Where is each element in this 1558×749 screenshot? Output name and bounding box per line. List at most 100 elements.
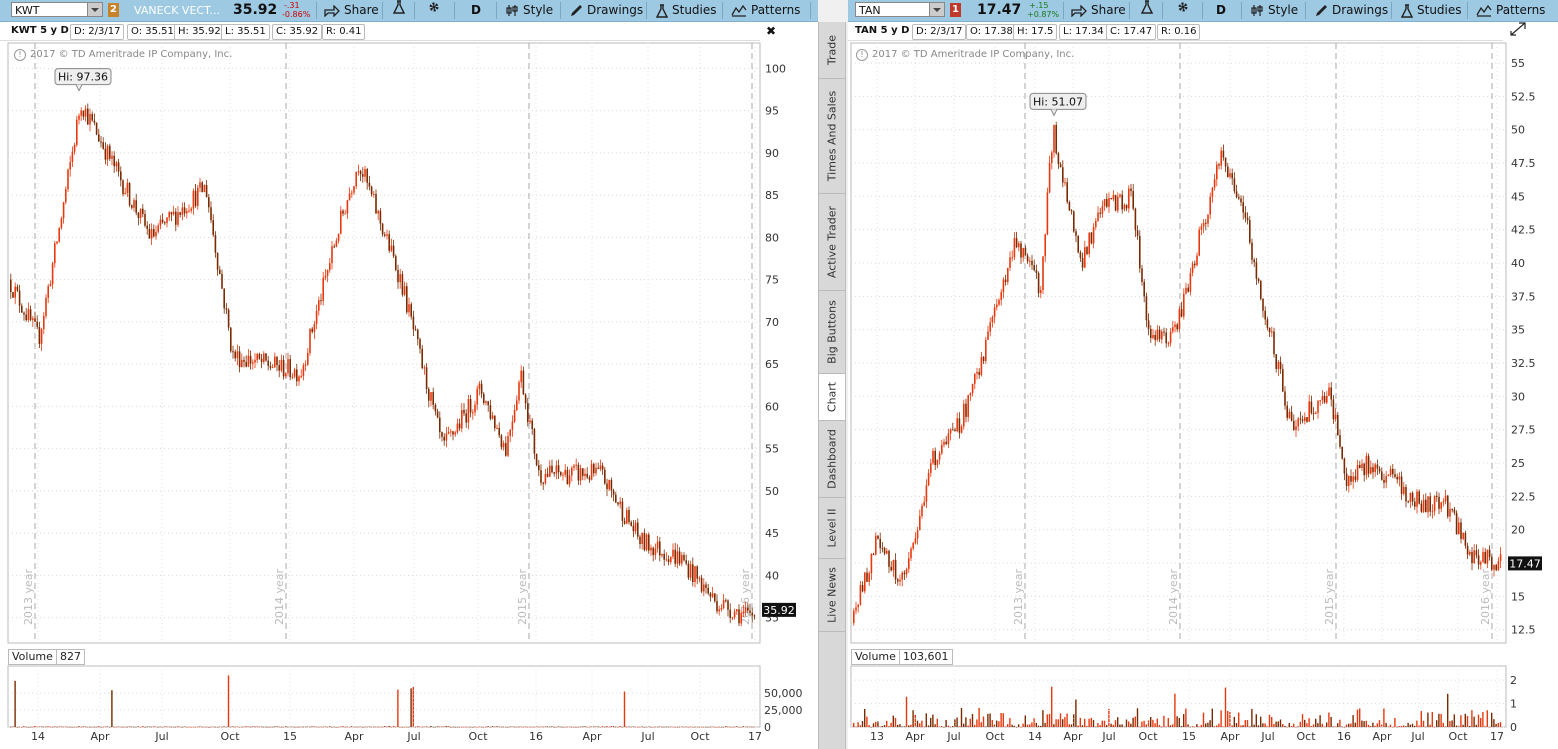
left-toolbar: KWT 2 VANECK VECT... 35.92 -.31 -0.86% S…: [0, 0, 818, 22]
separator: [646, 2, 647, 19]
side-tab-strip: Trade Times And Sales Active Trader Big But…: [818, 22, 846, 749]
left-settings-button[interactable]: [427, 0, 441, 21]
left-crosshair-icon[interactable]: ✖: [766, 24, 777, 38]
gear-icon: [429, 2, 439, 12]
right-chart-panel: TAN 1 17.47 +.15 +0.87% Share D Style Dr…: [848, 0, 1558, 749]
left-chart-title: KWT 5 y D: [8, 24, 72, 38]
left-high: H: 35.92: [174, 24, 225, 40]
side-tab-trade[interactable]: Trade: [819, 22, 845, 79]
separator: [496, 2, 497, 19]
right-range: R: 0.16: [1157, 24, 1201, 40]
separator: [414, 2, 415, 19]
left-link-badge[interactable]: 2: [108, 3, 119, 17]
side-tab-level-ii[interactable]: Level II: [819, 498, 845, 559]
left-flask-button[interactable]: [392, 0, 406, 21]
left-close: C: 35.92: [272, 24, 323, 40]
left-style-label: Style: [523, 3, 554, 17]
right-patterns-button[interactable]: Patterns: [1476, 0, 1545, 21]
left-symbol-dropdown-icon[interactable]: [87, 3, 102, 16]
right-link-badge[interactable]: 1: [950, 3, 961, 17]
right-change: +.15: [1029, 1, 1049, 10]
left-range: R: 0.41: [322, 24, 366, 40]
flask-icon: [1401, 3, 1413, 18]
left-drawings-button[interactable]: Drawings: [570, 0, 643, 21]
left-low: L: 35.51: [221, 24, 270, 40]
expand-icon: [1510, 22, 1526, 36]
right-expand-icon[interactable]: [1510, 22, 1530, 40]
pencil-icon: [1316, 5, 1327, 16]
side-tab-live-news[interactable]: Live News: [819, 559, 845, 632]
separator: [722, 2, 723, 19]
side-tab-chart[interactable]: Chart: [819, 374, 845, 421]
separator: [1241, 2, 1242, 19]
right-date: D: 2/3/17: [912, 24, 967, 40]
side-tab-times-and-sales[interactable]: Times And Sales: [819, 79, 845, 194]
separator: [316, 2, 317, 19]
right-copyright: ! 2017 © TD Ameritrade IP Company, Inc.: [856, 49, 1074, 61]
right-close: C: 17.47: [1106, 24, 1157, 40]
left-change: -.31: [284, 1, 300, 10]
left-volume-value: 827: [56, 649, 85, 665]
left-studies-button[interactable]: Studies: [656, 0, 717, 21]
left-share-label: Share: [344, 3, 379, 17]
right-price: 17.47: [977, 2, 1022, 18]
right-high: H: 17.5: [1013, 24, 1058, 40]
right-style-label: Style: [1268, 3, 1299, 17]
right-drawings-button[interactable]: Drawings: [1315, 0, 1388, 21]
left-symbol-input[interactable]: KWT: [11, 2, 103, 17]
patterns-icon: [1476, 4, 1492, 17]
side-tab-active-trader[interactable]: Active Trader: [819, 194, 845, 291]
left-open: O: 35.51: [127, 24, 178, 40]
right-share-button[interactable]: Share: [1071, 0, 1126, 21]
separator: [1202, 2, 1203, 19]
style-icon: [506, 5, 518, 16]
left-style-button[interactable]: Style: [505, 0, 553, 21]
separator: [560, 2, 561, 19]
right-aggregation-button[interactable]: D: [1216, 3, 1226, 17]
left-description: VANECK VECT...: [134, 4, 220, 17]
separator: [382, 2, 383, 19]
right-toolbar: TAN 1 17.47 +.15 +0.87% Share D Style Dr…: [848, 0, 1558, 22]
left-symbol-value: KWT: [15, 4, 40, 17]
side-tab-big-buttons[interactable]: Big Buttons: [819, 291, 845, 374]
left-patterns-label: Patterns: [751, 3, 801, 17]
right-studies-button[interactable]: Studies: [1401, 0, 1462, 21]
left-aggregation-button[interactable]: D: [471, 3, 481, 17]
left-price: 35.92: [233, 2, 278, 18]
patterns-icon: [731, 4, 747, 17]
share-icon: [324, 4, 340, 17]
style-icon: [1251, 5, 1263, 16]
separator: [1391, 2, 1392, 19]
right-flask-button[interactable]: [1140, 0, 1154, 21]
left-info-bar: KWT 5 y D D: 2/3/17 O: 35.51 H: 35.92 L:…: [0, 22, 760, 41]
right-symbol-dropdown-icon[interactable]: [929, 3, 944, 16]
left-studies-label: Studies: [672, 3, 717, 17]
side-tab-dashboard[interactable]: Dashboard: [819, 421, 845, 498]
right-symbol-input[interactable]: TAN: [855, 2, 945, 17]
right-drawings-label: Drawings: [1332, 3, 1389, 17]
separator: [810, 2, 811, 19]
right-symbol-value: TAN: [859, 4, 881, 17]
right-open: O: 17.38: [966, 24, 1017, 40]
separator: [454, 2, 455, 19]
left-drawings-label: Drawings: [587, 3, 644, 17]
left-date: D: 2/3/17: [70, 24, 125, 40]
right-settings-button[interactable]: [1176, 0, 1190, 21]
flask-icon: [1140, 0, 1154, 14]
right-style-button[interactable]: Style: [1250, 0, 1298, 21]
left-share-button[interactable]: Share: [324, 0, 379, 21]
right-volume-label: Volume: [851, 649, 900, 665]
separator: [1305, 2, 1306, 19]
left-patterns-button[interactable]: Patterns: [731, 0, 800, 21]
flask-icon: [392, 0, 406, 14]
left-change-pct: -0.86%: [282, 10, 311, 19]
right-patterns-label: Patterns: [1496, 3, 1546, 17]
share-icon: [1071, 4, 1087, 17]
right-share-label: Share: [1091, 3, 1126, 17]
flask-icon: [656, 3, 668, 18]
right-low: L: 17.34: [1059, 24, 1108, 40]
separator: [1063, 2, 1064, 19]
left-chart-panel: KWT 2 VANECK VECT... 35.92 -.31 -0.86% S…: [0, 0, 818, 749]
right-studies-label: Studies: [1417, 3, 1462, 17]
left-menu-button[interactable]: [818, 0, 838, 21]
